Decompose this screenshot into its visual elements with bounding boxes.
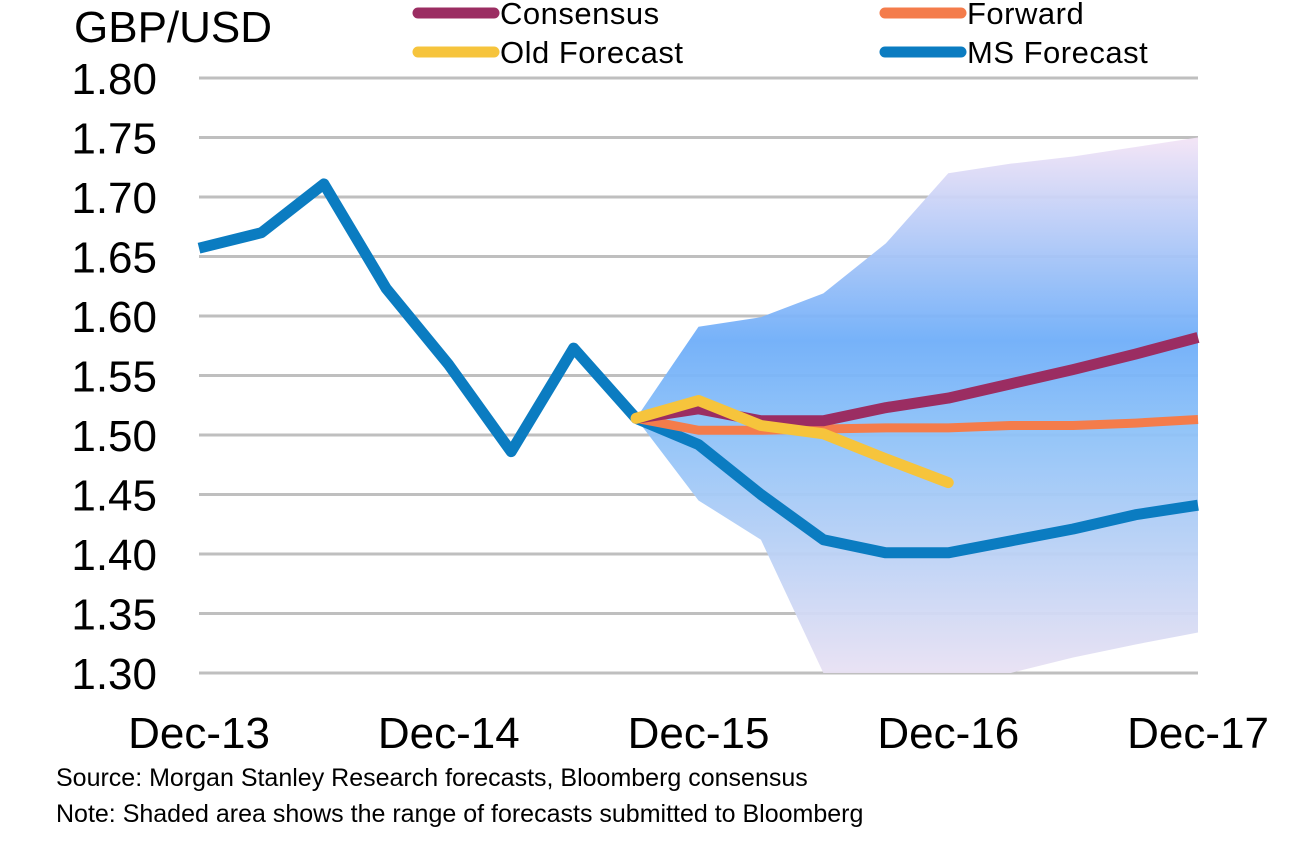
chart-title: GBP/USD — [74, 3, 272, 52]
y-tick-label: 1.45 — [71, 472, 157, 521]
source-note: Source: Morgan Stanley Research forecast… — [56, 764, 808, 792]
y-tick-label: 1.55 — [71, 353, 157, 402]
legend-label-ms-forecast: MS Forecast — [967, 35, 1148, 70]
y-tick-label: 1.80 — [71, 55, 157, 104]
y-tick-label: 1.70 — [71, 174, 157, 223]
x-tick-label: Dec-15 — [628, 709, 770, 758]
shaded-area-note: Note: Shaded area shows the range of for… — [56, 800, 864, 828]
x-tick-label: Dec-16 — [877, 709, 1019, 758]
y-tick-label: 1.75 — [71, 115, 157, 164]
old-forecast-line — [630, 394, 954, 489]
forward-line — [635, 413, 1199, 435]
y-tick-label: 1.65 — [71, 234, 157, 283]
ms-forecast-line — [197, 178, 1199, 559]
legend-label-old-forecast: Old Forecast — [500, 35, 683, 70]
y-tick-label: 1.60 — [71, 293, 157, 342]
x-tick-label: Dec-14 — [378, 709, 520, 758]
y-tick-label: 1.40 — [71, 531, 157, 580]
y-tick-label: 1.30 — [71, 650, 157, 699]
gbpusd-chart: 1.80 1.75 1.70 1.65 1.60 1.55 1.50 1.45 1.40 1.35… — [71, 0, 1269, 758]
y-tick-label: 1.50 — [71, 412, 157, 461]
legend-label-forward: Forward — [967, 0, 1084, 31]
x-tick-label: Dec-13 — [128, 709, 270, 758]
y-tick-label: 1.35 — [71, 591, 157, 640]
legend-label-consensus: Consensus — [500, 0, 660, 31]
x-tick-label: Dec-17 — [1127, 709, 1269, 758]
